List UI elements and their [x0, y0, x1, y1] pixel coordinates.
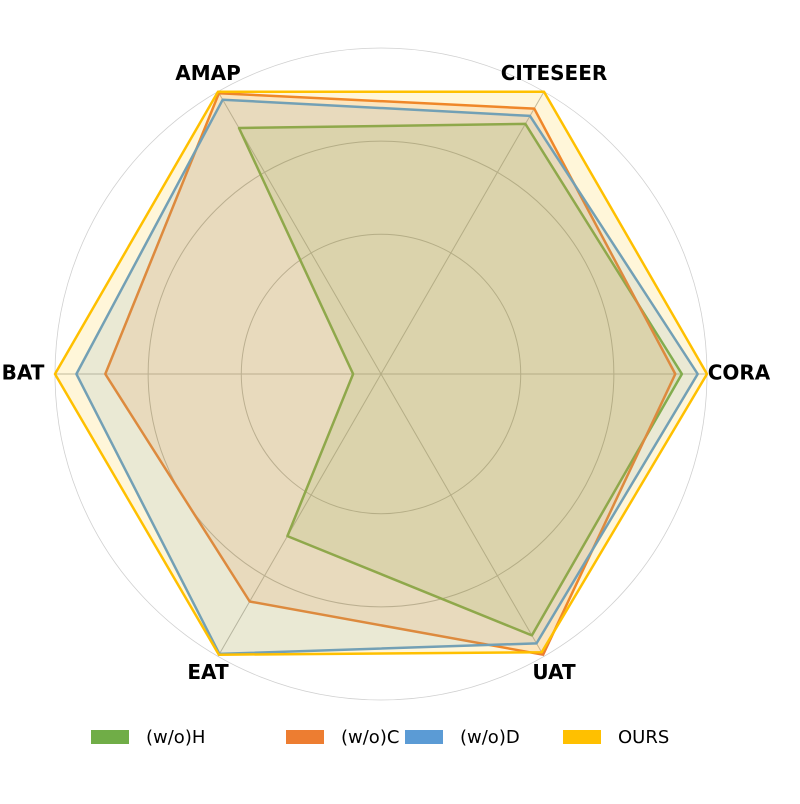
legend-label: (w/o)D [460, 727, 520, 748]
axis-label: CORA [708, 361, 771, 385]
series-area [237, 122, 684, 637]
legend-swatch [405, 730, 443, 744]
axis-label: CITESEER [501, 61, 608, 85]
legend-swatch [563, 730, 601, 744]
series-area [104, 92, 677, 656]
axis-spoke [380, 91, 545, 375]
legend-swatch [286, 730, 324, 744]
axis-label: BAT [2, 361, 45, 385]
legend-label: OURS [618, 727, 669, 748]
series-area [53, 90, 709, 656]
series-area [75, 98, 699, 656]
axis-label: AMAP [175, 61, 241, 85]
axis-label: UAT [532, 660, 576, 684]
legend-label: (w/o)C [341, 727, 399, 748]
axis-spoke [380, 373, 545, 657]
axis-label: EAT [187, 660, 229, 684]
legend-swatch [91, 730, 129, 744]
axis-spoke [217, 373, 382, 657]
legend-label: (w/o)H [146, 727, 205, 748]
